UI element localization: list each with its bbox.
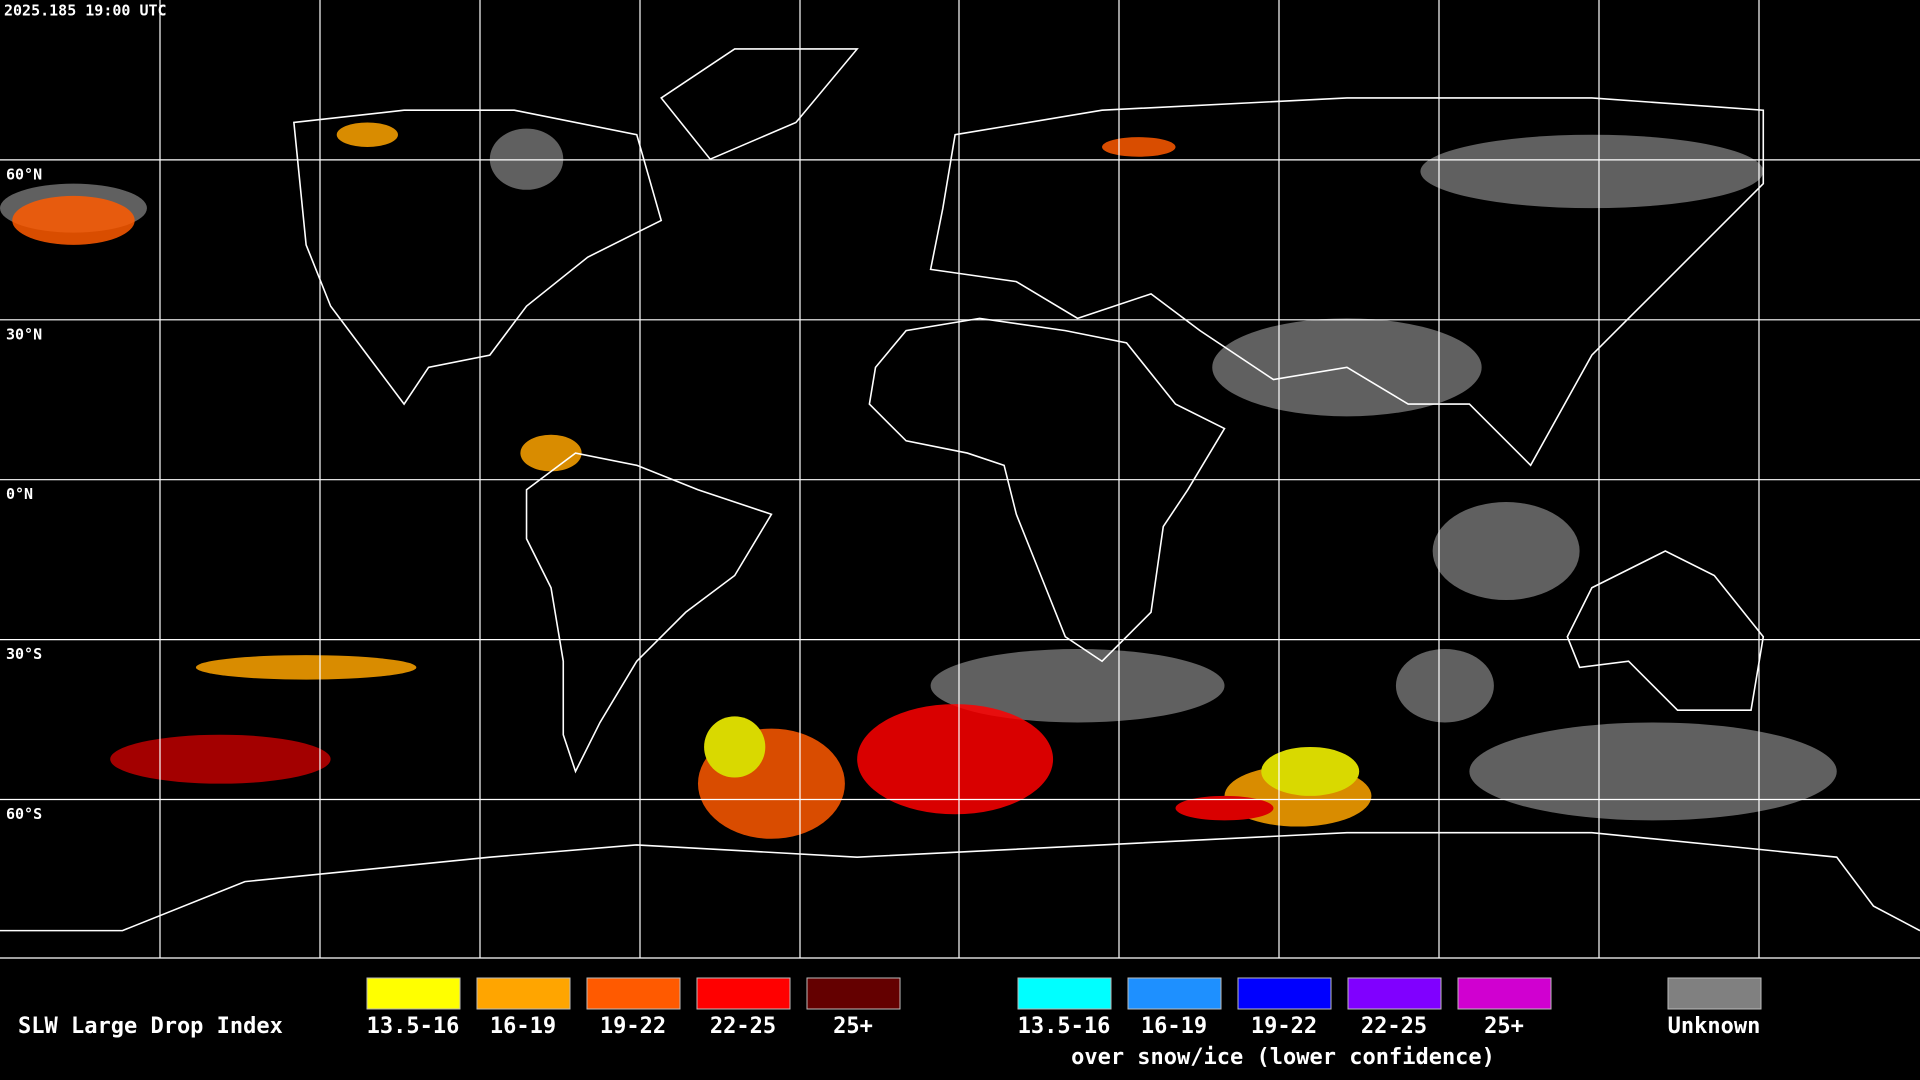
legend-label: 13.5-16 (1018, 1014, 1111, 1039)
legend-label: 19-22 (1251, 1014, 1317, 1039)
legend-swatch (696, 977, 791, 1010)
latitude-label: 60°S (6, 805, 42, 823)
legend-swatch (586, 977, 681, 1010)
latitude-label: 30°N (6, 325, 42, 343)
legend-label: 22-25 (1361, 1014, 1427, 1039)
unknown-cloud (0, 128, 1837, 821)
latitude-label: 60°N (6, 165, 42, 183)
latitude-label: 0°N (6, 485, 33, 503)
legend-swatch (476, 977, 571, 1010)
map-imagery (0, 48, 1920, 932)
legend-swatch (1667, 977, 1762, 1010)
legend-swatch (1347, 977, 1442, 1010)
legend-title: SLW Large Drop Index (18, 1014, 283, 1039)
legend-swatch (366, 977, 461, 1010)
latitude-label: 30°S (6, 645, 42, 663)
legend-label: 16-19 (1141, 1014, 1207, 1039)
legend-label: 22-25 (710, 1014, 776, 1039)
legend-label: 25+ (1484, 1014, 1524, 1039)
legend-swatch (1017, 977, 1112, 1010)
legend-swatch (1237, 977, 1332, 1010)
legend-swatch (806, 977, 901, 1010)
ice-caption: over snow/ice (lower confidence) (1071, 1045, 1495, 1070)
legend-label: 25+ (833, 1014, 873, 1039)
legend-label: 13.5-16 (367, 1014, 460, 1039)
timestamp: 2025.185 19:00 UTC (4, 2, 167, 20)
graticule (0, 0, 1920, 958)
legend-label: 16-19 (490, 1014, 556, 1039)
legend-panel (0, 958, 1920, 1080)
legend-swatch (1127, 977, 1222, 1010)
legend-label: Unknown (1668, 1014, 1761, 1039)
large-drop-cloud (12, 122, 1372, 839)
legend-swatch (1457, 977, 1552, 1010)
coastlines (0, 48, 1920, 932)
legend-label: 19-22 (600, 1014, 666, 1039)
